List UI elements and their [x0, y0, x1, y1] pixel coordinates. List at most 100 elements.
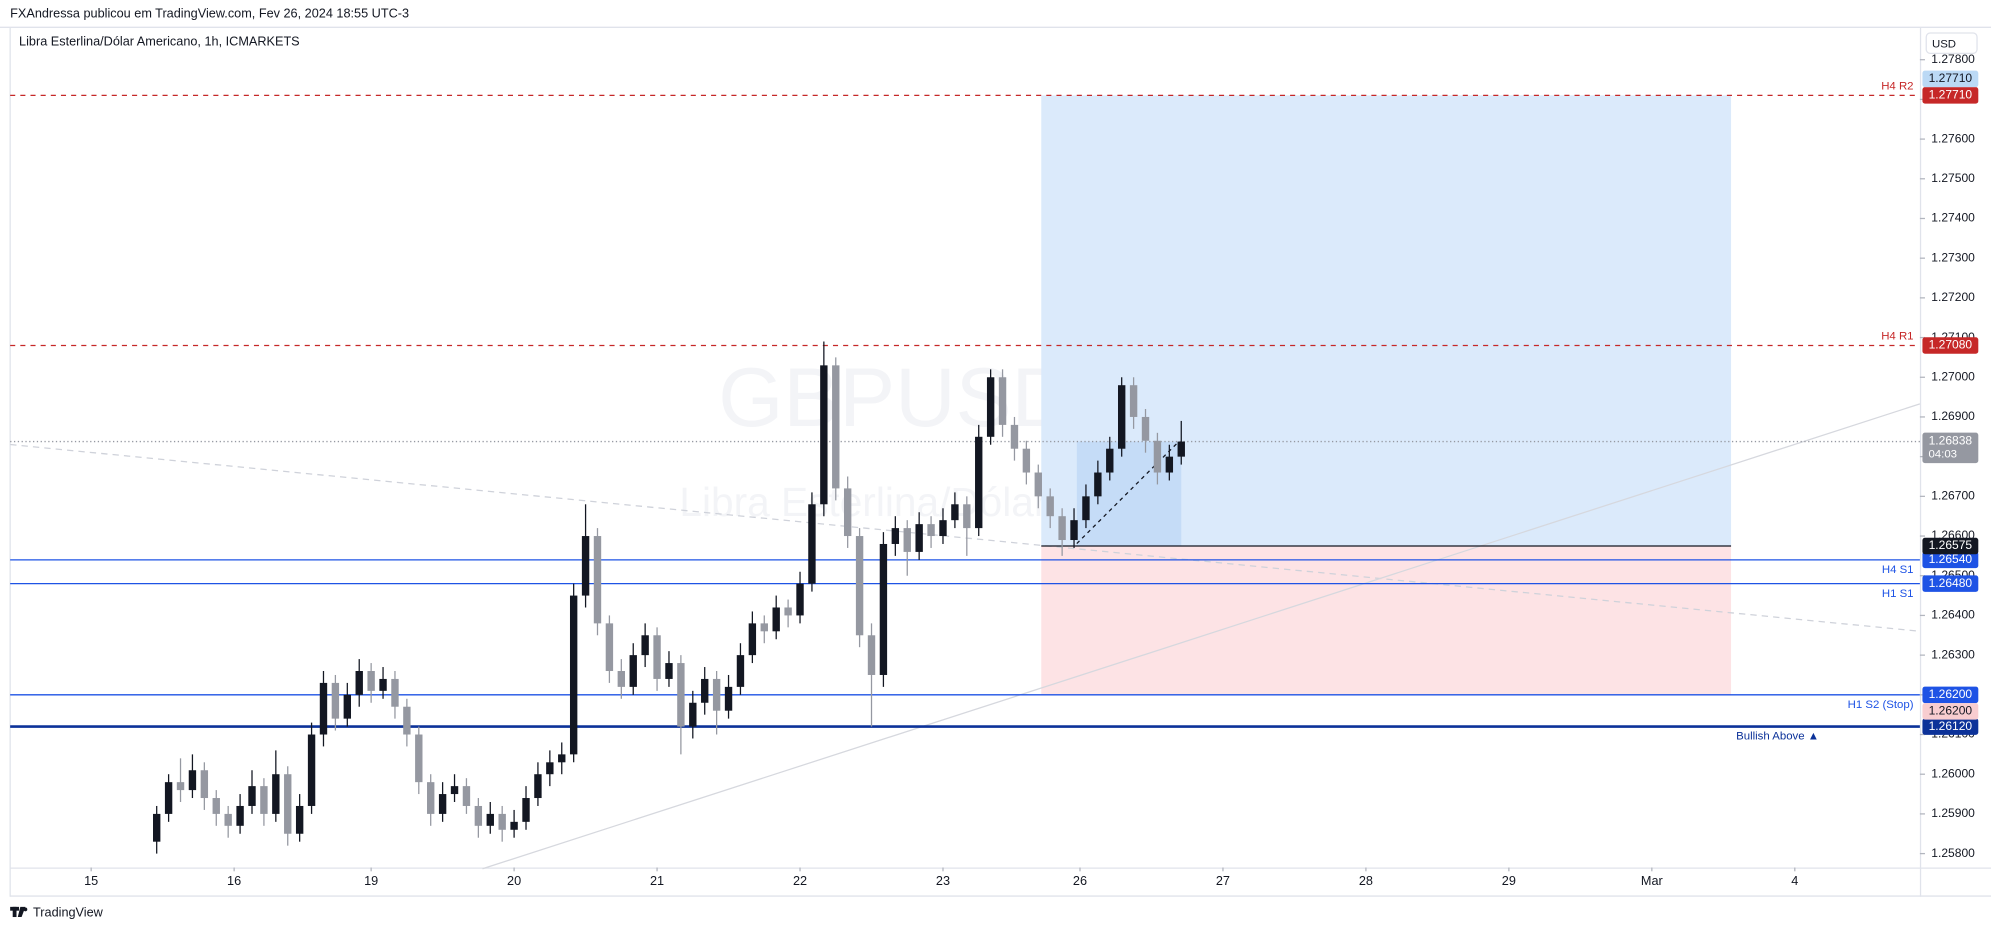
candle-body [319, 682, 328, 735]
candle-body [903, 528, 911, 552]
candle-body [534, 774, 542, 799]
logo-part [12, 906, 17, 918]
candle-body [236, 805, 244, 826]
entry-price-label-box [1922, 537, 1979, 555]
level-price-label-box [1922, 551, 1979, 569]
candle-body [558, 754, 566, 763]
level-price-label: 1.27710 [1929, 88, 1973, 102]
countdown: 04:03 [1928, 448, 1957, 460]
target-price-label: 1.27710 [1929, 71, 1973, 85]
candle-body [1046, 496, 1054, 517]
candle-body [367, 671, 375, 691]
candle-body [832, 365, 840, 489]
currency-box [1925, 32, 1978, 54]
y-tick-label: 1.26700 [1931, 489, 1975, 503]
candle-body [1082, 496, 1090, 521]
logo-part [23, 907, 28, 912]
candle-body [1177, 441, 1185, 457]
x-tick-label: 15 [84, 874, 98, 888]
candle-body [546, 762, 554, 775]
x-tick-label: 16 [227, 874, 241, 888]
candle-body [427, 782, 435, 814]
candle-body [975, 436, 983, 529]
stop-price-label: 1.26200 [1929, 704, 1973, 718]
y-tick-label: 1.27000 [1931, 369, 1975, 383]
candle-body [224, 813, 232, 826]
level-label: Bullish Above ▲ [1736, 731, 1819, 743]
x-tick-label: Mar [1641, 874, 1664, 888]
candle-body [796, 583, 804, 616]
candle-body [1153, 440, 1162, 473]
currency: USD [1932, 38, 1956, 50]
candle-body [665, 663, 673, 679]
candle-body [748, 623, 757, 656]
candle-body [617, 671, 626, 687]
candle-body [724, 686, 733, 711]
candle-body [1034, 472, 1042, 497]
x-tick-label: 20 [507, 874, 521, 888]
x-tick-label: 23 [936, 874, 950, 888]
candle-body [689, 702, 697, 727]
y-tick-label: 1.27400 [1931, 211, 1975, 225]
candle-body [712, 678, 721, 711]
candle-body [843, 488, 852, 537]
level-label: H1 S1 [1882, 588, 1914, 600]
candle-body [379, 678, 387, 691]
candle-body [188, 770, 197, 791]
y-tick-label: 1.27300 [1931, 250, 1975, 264]
candle-body [343, 694, 352, 719]
candle-body [295, 805, 304, 834]
candle-body [1129, 385, 1138, 417]
candle-body [891, 528, 900, 544]
y-tick-label: 1.27500 [1931, 171, 1975, 185]
candle-body [808, 504, 816, 584]
candle-body [915, 524, 923, 552]
candle-body [272, 774, 280, 814]
candle-body [415, 734, 423, 783]
candle-body [498, 813, 506, 830]
candle-body [403, 706, 411, 735]
stop-zone [1041, 545, 1732, 695]
level-price-label-box [1922, 718, 1979, 735]
y-tick-label: 1.25800 [1931, 846, 1975, 860]
candle-body [1010, 424, 1019, 449]
level-price-label: 1.26200 [1929, 687, 1973, 701]
candle-body [450, 786, 459, 795]
candle-body [760, 623, 768, 632]
level-price-label: 1.27080 [1929, 338, 1973, 352]
candle-body [653, 635, 661, 679]
header: FXAndressa publicou em TradingView.com, … [10, 6, 409, 20]
entry-price-label: 1.26575 [1929, 538, 1973, 552]
level-price-label-box [1922, 686, 1979, 704]
y-tick-label: 1.26300 [1931, 647, 1975, 661]
price-axis: 1.258001.259001.260001.261001.262001.263… [84, 52, 1979, 888]
candle-body [569, 595, 578, 755]
y-tick-label: 1.27800 [1931, 52, 1975, 66]
y-tick-label: 1.25900 [1931, 806, 1975, 820]
candle-body [736, 655, 745, 687]
candle-body [951, 504, 959, 521]
stop-price-label-box [1922, 703, 1979, 720]
x-tick-label: 22 [793, 874, 807, 888]
brand: TradingView [33, 906, 104, 920]
x-tick-label: 21 [650, 874, 664, 888]
y-tick-label: 1.27600 [1931, 131, 1975, 145]
candle-body [200, 770, 209, 799]
candle-body [391, 678, 399, 707]
level-price-label-box [1922, 337, 1979, 354]
level-price-label-box [1922, 575, 1979, 592]
candle-body [963, 504, 971, 529]
candle-body [522, 798, 530, 822]
level-price-label: 1.26120 [1929, 719, 1973, 733]
candle-body [1070, 520, 1078, 541]
y-tick-label: 1.26900 [1931, 409, 1975, 423]
candle-body [855, 536, 864, 636]
level-label: H1 S2 (Stop) [1848, 699, 1914, 711]
candle-body [284, 774, 292, 834]
target-price-label-box [1922, 70, 1979, 88]
candle-body [772, 607, 780, 632]
last-price-label: 1.26838 [1929, 434, 1973, 448]
candle-body [629, 655, 637, 687]
candle-body [998, 377, 1007, 425]
